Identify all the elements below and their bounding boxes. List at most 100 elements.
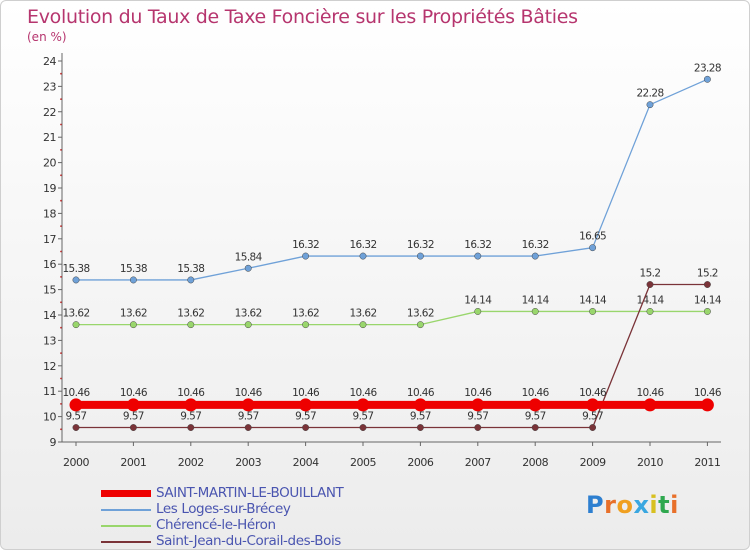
data-label-saint-martin-le-bouillant: 10.46: [349, 387, 377, 399]
legend-swatch: [101, 509, 151, 511]
data-label-saint-martin-le-bouillant: 10.46: [694, 387, 722, 399]
y-minor-tick: [60, 301, 62, 304]
data-point-saint-martin-le-bouillant: [471, 398, 485, 412]
data-point-cherence-le-heron: [416, 321, 424, 329]
data-label-saint-jean-du-corail-des-bois: 9.57: [66, 411, 87, 423]
data-point-saint-martin-le-bouillant: [643, 398, 657, 412]
data-point-les-loges-sur-brecey: [589, 244, 597, 252]
data-label-les-loges-sur-brecey: 22.28: [636, 88, 663, 100]
data-point-les-loges-sur-brecey: [302, 252, 310, 260]
y-minor-tick: [60, 403, 62, 405]
data-label-cherence-le-heron: 14.14: [464, 294, 492, 306]
y-minor-tick: [60, 428, 62, 431]
data-label-saint-jean-du-corail-des-bois: 9.57: [123, 411, 144, 423]
data-point-saint-martin-le-bouillant: [700, 398, 714, 412]
logo-letter: o: [616, 491, 634, 519]
data-label-les-loges-sur-brecey: 16.32: [464, 239, 491, 251]
x-tick-label: 2001: [120, 456, 146, 469]
data-label-saint-martin-le-bouillant: 10.46: [464, 387, 492, 399]
data-label-cherence-le-heron: 13.62: [177, 308, 204, 320]
data-label-cherence-le-heron: 13.62: [292, 308, 319, 320]
y-tick-label: 20: [43, 157, 56, 170]
y-tick-label: 12: [43, 360, 56, 373]
data-point-les-loges-sur-brecey: [72, 276, 80, 284]
data-point-saint-jean-du-corail-des-bois: [359, 424, 367, 431]
x-tick-label: 2000: [63, 456, 89, 469]
data-label-cherence-le-heron: 14.14: [579, 294, 607, 306]
data-label-cherence-le-heron: 14.14: [694, 294, 722, 306]
data-label-les-loges-sur-brecey: 23.28: [694, 62, 721, 74]
data-label-saint-martin-le-bouillant: 10.46: [579, 387, 607, 399]
data-point-saint-martin-le-bouillant: [356, 398, 370, 412]
data-label-saint-martin-le-bouillant: 10.46: [522, 387, 550, 399]
legend-label: Saint-Jean-du-Corail-des-Bois: [156, 533, 341, 549]
data-label-les-loges-sur-brecey: 15.38: [120, 263, 147, 275]
y-tick-label: 18: [43, 207, 56, 220]
data-point-les-loges-sur-brecey: [416, 252, 424, 260]
data-point-saint-jean-du-corail-des-bois: [646, 281, 654, 288]
y-minor-tick: [60, 174, 62, 177]
series-line-cherence-le-heron: [75, 310, 709, 326]
data-point-les-loges-sur-brecey: [646, 101, 654, 109]
data-label-les-loges-sur-brecey: 15.38: [177, 263, 204, 275]
data-point-saint-martin-le-bouillant: [126, 398, 140, 412]
data-point-cherence-le-heron: [531, 307, 539, 315]
x-tick-label: 2011: [694, 456, 720, 469]
data-point-saint-jean-du-corail-des-bois: [589, 424, 597, 431]
data-label-cherence-le-heron: 13.62: [120, 308, 147, 320]
data-label-saint-jean-du-corail-des-bois: 9.57: [410, 411, 431, 423]
data-label-cherence-le-heron: 13.62: [407, 308, 434, 320]
data-point-cherence-le-heron: [589, 307, 597, 315]
data-point-cherence-le-heron: [302, 321, 310, 329]
data-label-les-loges-sur-brecey: 16.32: [349, 239, 376, 251]
x-tick-label: 2006: [407, 456, 433, 469]
data-point-les-loges-sur-brecey: [129, 276, 137, 284]
data-label-cherence-le-heron: 13.62: [349, 308, 376, 320]
legend-label: Chérencé-le-Héron: [156, 517, 276, 533]
data-point-cherence-le-heron: [129, 321, 137, 329]
y-minor-tick: [60, 199, 62, 202]
y-tick-label: 19: [43, 182, 56, 195]
y-minor-tick: [60, 72, 62, 75]
data-point-cherence-le-heron: [359, 321, 367, 329]
y-minor-tick: [60, 326, 62, 329]
data-label-saint-jean-du-corail-des-bois: 9.57: [525, 411, 546, 423]
data-point-les-loges-sur-brecey: [187, 276, 195, 284]
y-minor-tick: [60, 123, 62, 126]
legend-label: SAINT-MARTIN-LE-BOUILLANT: [156, 485, 344, 501]
data-point-les-loges-sur-brecey: [531, 252, 539, 260]
data-point-saint-jean-du-corail-des-bois: [416, 424, 424, 431]
data-label-cherence-le-heron: 13.62: [235, 308, 262, 320]
data-point-saint-jean-du-corail-des-bois: [244, 424, 252, 431]
data-label-saint-jean-du-corail-des-bois: 9.57: [353, 411, 374, 423]
y-minor-tick: [60, 276, 62, 278]
y-minor-tick: [60, 98, 62, 100]
data-label-cherence-le-heron: 14.14: [522, 294, 550, 306]
data-point-saint-martin-le-bouillant: [241, 398, 255, 412]
data-point-saint-martin-le-bouillant: [184, 398, 198, 412]
y-tick-label: 13: [43, 334, 56, 347]
data-point-cherence-le-heron: [703, 307, 711, 315]
legend-swatch: [101, 525, 151, 527]
data-label-saint-jean-du-corail-des-bois: 9.57: [582, 411, 603, 423]
logo-letter: P: [586, 491, 605, 519]
data-point-saint-jean-du-corail-des-bois: [302, 424, 310, 431]
chart-subtitle: (en %): [27, 30, 67, 44]
series-line-les-loges-sur-brecey: [75, 78, 709, 281]
logo-letter: i: [670, 491, 679, 519]
y-tick-label: 24: [43, 55, 56, 68]
x-tick-label: 2003: [235, 456, 261, 469]
y-tick-label: 23: [43, 80, 56, 93]
x-tick-label: 2008: [522, 456, 548, 469]
data-label-saint-martin-le-bouillant: 10.46: [292, 387, 320, 399]
data-label-les-loges-sur-brecey: 16.32: [522, 239, 549, 251]
data-label-saint-martin-le-bouillant: 10.46: [177, 387, 205, 399]
data-label-saint-jean-du-corail-des-bois: 9.57: [180, 411, 201, 423]
data-label-saint-martin-le-bouillant: 10.46: [235, 387, 263, 399]
logo-letter: r: [604, 491, 617, 519]
logo-letter: i: [649, 491, 659, 519]
data-point-cherence-le-heron: [646, 307, 654, 315]
data-point-saint-jean-du-corail-des-bois: [129, 424, 137, 431]
data-point-saint-martin-le-bouillant: [69, 398, 83, 412]
y-minor-tick: [60, 377, 62, 380]
